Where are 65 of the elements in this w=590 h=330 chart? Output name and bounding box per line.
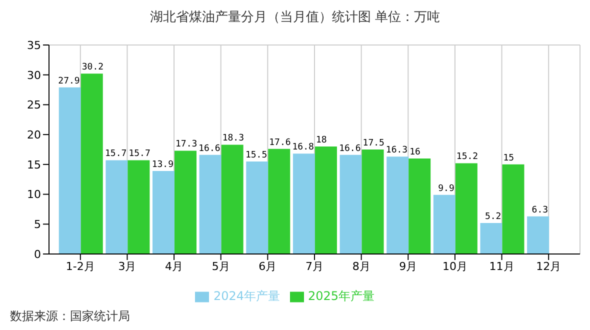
x-tick-label: 1-2月: [66, 260, 95, 273]
data-label: 16.6: [198, 144, 220, 154]
bar: [314, 146, 337, 254]
bar: [106, 160, 128, 254]
x-tick-label: 7月: [306, 260, 324, 273]
bar: [480, 222, 502, 254]
bar: [527, 216, 550, 254]
bar: [246, 161, 268, 254]
bar: [268, 148, 290, 254]
data-label: 18.3: [222, 134, 244, 144]
y-tick-label: 35: [27, 38, 41, 52]
bar: [80, 74, 103, 254]
legend-label: 2024年产量: [213, 289, 280, 303]
bar: [455, 163, 478, 254]
bar: [58, 87, 81, 254]
data-label: 18: [316, 136, 327, 146]
y-tick-label: 10: [27, 188, 41, 202]
bar: [362, 150, 384, 254]
source-note: 数据来源：国家统计局: [10, 308, 130, 325]
bar: [386, 156, 409, 254]
x-tick-label: 6月: [258, 260, 277, 273]
bar: [340, 154, 362, 254]
x-tick-label: 8月: [352, 260, 370, 273]
chart-title: 湖北省煤油产量分月（当月值）统计图 单位：万吨: [148, 9, 442, 26]
x-tick-label: 12月: [536, 260, 562, 273]
data-label: 15.7: [105, 149, 127, 160]
bar: [152, 170, 175, 254]
y-tick-label: 5: [34, 218, 41, 232]
data-label: 13.9: [152, 160, 174, 170]
y-tick-label: 20: [27, 128, 41, 142]
data-label: 16.6: [339, 144, 361, 154]
bar: [292, 154, 315, 254]
bar: [221, 144, 244, 254]
legend-label: 2025年产量: [308, 289, 375, 303]
bar: [408, 158, 431, 254]
bar: [128, 160, 150, 254]
data-label: 17.3: [176, 140, 198, 150]
data-label: 16.3: [386, 146, 408, 156]
data-label: 9.9: [438, 184, 454, 194]
x-tick-label: 11月: [489, 260, 514, 273]
y-tick-label: 0: [34, 248, 41, 261]
data-label: 16.8: [292, 142, 314, 153]
data-label: 6.3: [532, 205, 548, 216]
y-tick-label: 30: [27, 68, 41, 82]
data-label: 15.2: [456, 152, 478, 162]
y-tick-label: 25: [27, 98, 41, 112]
x-tick-label: 10月: [442, 260, 468, 273]
data-label: 17.6: [269, 138, 291, 148]
data-label: 27.9: [58, 76, 80, 86]
data-label: 15.7: [128, 149, 150, 160]
x-tick-label: 5月: [212, 260, 230, 273]
bar: [174, 150, 197, 254]
x-tick-label: 4月: [165, 260, 184, 273]
data-label: 16: [410, 147, 420, 158]
data-label: 15.5: [245, 150, 268, 160]
y-tick-label: 15: [27, 158, 41, 172]
bar: [433, 194, 456, 254]
x-tick-label: 9月: [399, 260, 418, 273]
x-tick-label: 3月: [118, 260, 136, 273]
data-label: 15: [503, 153, 514, 164]
data-label: 30.2: [82, 62, 104, 73]
data-label: 5.2: [484, 212, 502, 222]
data-label: 17.5: [362, 138, 384, 148]
bar: [199, 154, 222, 254]
bar: [502, 164, 524, 254]
